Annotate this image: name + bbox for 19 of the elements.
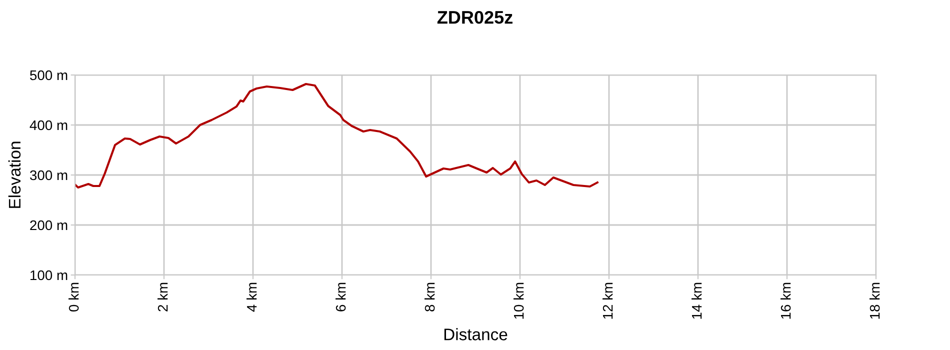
- x-tick-label: 0 km: [68, 282, 79, 312]
- x-tick-label: 12 km: [602, 282, 613, 319]
- line-series: [75, 82, 598, 189]
- y-tick-label: 200 m: [30, 220, 68, 230]
- y-tick-label: 300 m: [30, 170, 68, 180]
- x-tick-label: 16 km: [780, 282, 791, 319]
- x-tick-label: 2 km: [158, 282, 168, 312]
- y-tick-label: 500 m: [30, 70, 68, 80]
- x-tick-label: 10 km: [514, 282, 524, 319]
- x-tick-label: 8 km: [424, 282, 435, 312]
- y-tick-label: 400 m: [30, 120, 68, 130]
- x-tick-label: 18 km: [870, 282, 880, 319]
- y-tick-label: 100 m: [30, 270, 68, 280]
- x-tick-label: 6 km: [336, 282, 346, 312]
- y-axis-title: Elevation: [8, 142, 21, 208]
- x-tick-label: 4 km: [246, 282, 257, 312]
- x-tick-label: 14 km: [692, 282, 702, 319]
- x-axis-title: Distance: [444, 328, 508, 340]
- chart-title: ZDR025z: [437, 10, 512, 24]
